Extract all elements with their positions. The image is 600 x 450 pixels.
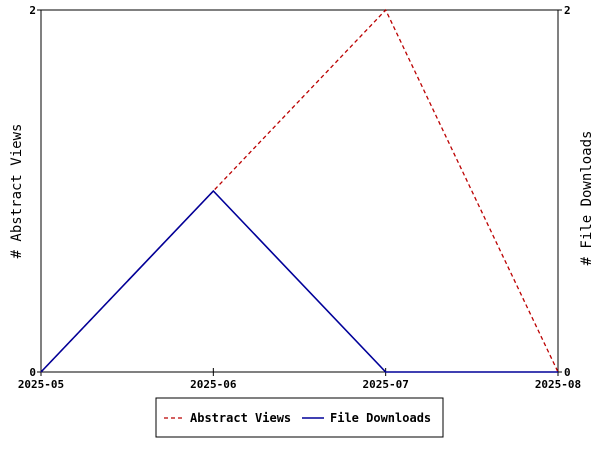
legend-label-file-downloads: File Downloads <box>330 411 431 425</box>
legend-label-abstract-views: Abstract Views <box>190 411 291 425</box>
y-tick-left-bottom: 0 <box>29 366 36 379</box>
legend-box <box>155 397 444 438</box>
y-tick-left-top: 2 <box>29 4 36 17</box>
y-tick-right-bottom: 0 <box>564 366 571 379</box>
y-axis-right-title: # File Downloads <box>579 131 595 266</box>
x-tick-label: 2025-06 <box>190 378 237 391</box>
series-lines <box>40 8 559 373</box>
x-axis: 2025-05 2025-06 2025-07 2025-08 <box>18 9 581 391</box>
x-tick-label: 2025-08 <box>535 378 581 391</box>
x-tick-label: 2025-05 <box>18 378 64 391</box>
series-line-file-downloads <box>40 189 558 373</box>
plot-frame <box>40 9 559 373</box>
legend: Abstract Views File Downloads <box>155 397 444 438</box>
y-axis-left-title: # Abstract Views <box>9 124 25 259</box>
x-tick-label: 2025-07 <box>362 378 408 391</box>
y-tick-right-top: 2 <box>564 4 571 17</box>
series-line-abstract-views <box>40 8 559 373</box>
